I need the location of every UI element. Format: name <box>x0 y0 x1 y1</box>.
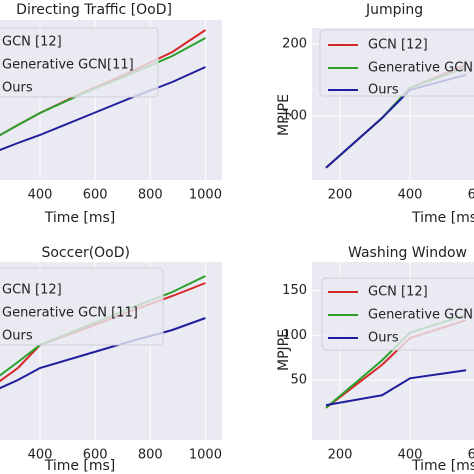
x-tick-label: 200 <box>328 448 353 463</box>
x-tick-label: 200 <box>328 188 353 203</box>
series-line <box>0 317 206 390</box>
legend-label: GCN [12] <box>2 35 62 50</box>
legend-label: GCN [12] <box>368 38 428 53</box>
x-tick-label: 600 <box>83 448 108 463</box>
legend-label: Generative GCN[11] <box>368 61 474 76</box>
chart-title: Directing Traffic [OoD] <box>16 2 172 18</box>
legend-label: Ours <box>368 83 399 98</box>
legend-label: GCN [12] <box>2 283 62 298</box>
x-tick-label: 1000 <box>189 448 222 463</box>
legend-label: Ours <box>368 331 399 346</box>
x-axis-label: Time [ms] <box>411 210 474 226</box>
x-axis-label: Time [ms] <box>411 458 474 474</box>
legend-label: GCN [12] <box>368 285 428 300</box>
chart-title: Washing Window <box>348 245 467 261</box>
x-tick-label: 400 <box>398 448 423 463</box>
legend-label: Generative GCN <box>368 308 473 323</box>
series-line <box>325 369 467 407</box>
x-tick-label: 400 <box>28 188 53 203</box>
x-tick-label: 600 <box>468 448 474 463</box>
x-axis-label: Time [ms] <box>44 458 116 474</box>
x-tick-label: 600 <box>468 188 474 203</box>
legend-box <box>319 29 474 97</box>
y-tick-label: 50 <box>290 373 307 388</box>
legend-box <box>0 27 159 98</box>
y-tick-label: 100 <box>282 108 307 123</box>
y-axis-label: MPJPE <box>276 94 292 136</box>
x-axis-label: Time [ms] <box>44 210 116 226</box>
x-tick-label: 400 <box>398 188 423 203</box>
y-tick-label: 200 <box>282 36 307 51</box>
legend-box <box>0 267 164 346</box>
legend-label: Ours <box>2 81 33 96</box>
x-tick-label: 1000 <box>189 188 222 203</box>
y-tick-label: 100 <box>282 328 307 343</box>
x-tick-label: 800 <box>138 448 163 463</box>
chart-title: Jumping <box>365 2 423 18</box>
y-tick-label: 150 <box>282 283 307 298</box>
legend-label: Generative GCN [11] <box>2 306 138 321</box>
legend-label: Generative GCN[11] <box>2 58 134 73</box>
x-tick-label: 600 <box>83 188 108 203</box>
x-tick-label: 400 <box>28 448 53 463</box>
y-axis-label: MPJPE <box>276 329 292 371</box>
legend-box <box>321 277 474 351</box>
chart-title: Soccer(OoD) <box>41 245 130 261</box>
legend-label: Ours <box>2 329 33 344</box>
x-tick-label: 800 <box>138 188 163 203</box>
series-line <box>0 66 206 151</box>
